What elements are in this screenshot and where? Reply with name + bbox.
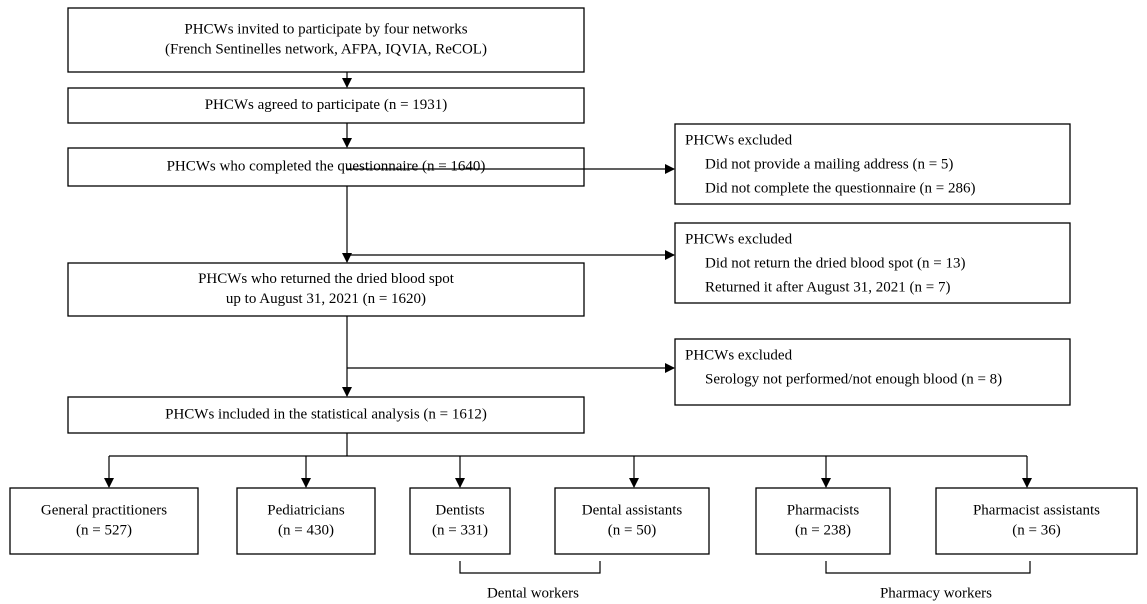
- exclusion-title: PHCWs excluded: [685, 347, 793, 363]
- bracket-label: Pharmacy workers: [880, 585, 992, 601]
- exclusion-item: Serology not performed/not enough blood …: [705, 371, 1002, 387]
- group-text: (n = 430): [278, 522, 334, 538]
- group-box: [755, 487, 891, 555]
- exclusion-item: Did not return the dried blood spot (n =…: [705, 255, 966, 271]
- exclusion-item: Did not provide a mailing address (n = 5…: [705, 156, 953, 172]
- step-box: [67, 262, 585, 317]
- group-box: [409, 487, 511, 555]
- group-text: Dental assistants: [582, 502, 683, 518]
- exclusion-item: Returned it after August 31, 2021 (n = 7…: [705, 279, 951, 295]
- step-box: [67, 7, 585, 73]
- step-text: PHCWs included in the statistical analys…: [165, 406, 487, 422]
- group-text: (n = 527): [76, 522, 132, 538]
- group-box: [9, 487, 199, 555]
- group-text: (n = 331): [432, 522, 488, 538]
- step-text: up to August 31, 2021 (n = 1620): [226, 291, 426, 307]
- group-text: Pediatricians: [267, 502, 345, 518]
- step-text: (French Sentinelles network, AFPA, IQVIA…: [165, 41, 487, 57]
- exclusion-title: PHCWs excluded: [685, 231, 793, 247]
- step-text: PHCWs who returned the dried blood spot: [198, 271, 455, 287]
- exclusion-box: [674, 123, 1071, 205]
- group-text: (n = 238): [795, 522, 851, 538]
- group-text: Dentists: [435, 502, 484, 518]
- group-text: General practitioners: [41, 502, 167, 518]
- group-text: (n = 50): [608, 522, 656, 538]
- group-box: [236, 487, 376, 555]
- group-box: [935, 487, 1138, 555]
- exclusion-box: [674, 222, 1071, 304]
- group-text: Pharmacists: [787, 502, 860, 518]
- step-text: PHCWs invited to participate by four net…: [184, 21, 467, 37]
- connectors: [104, 72, 1032, 574]
- exclusion-title: PHCWs excluded: [685, 132, 793, 148]
- step-box: [67, 147, 585, 187]
- step-box: [67, 396, 585, 434]
- group-text: (n = 36): [1012, 522, 1060, 538]
- step-box: [67, 87, 585, 124]
- exclusion-box: [674, 338, 1071, 406]
- group-text: Pharmacist assistants: [973, 502, 1100, 518]
- group-box: [554, 487, 710, 555]
- step-text: PHCWs agreed to participate (n = 1931): [205, 97, 448, 113]
- step-text: PHCWs who completed the questionnaire (n…: [167, 158, 486, 174]
- bracket-label: Dental workers: [487, 585, 579, 601]
- exclusion-item: Did not complete the questionnaire (n = …: [705, 180, 975, 196]
